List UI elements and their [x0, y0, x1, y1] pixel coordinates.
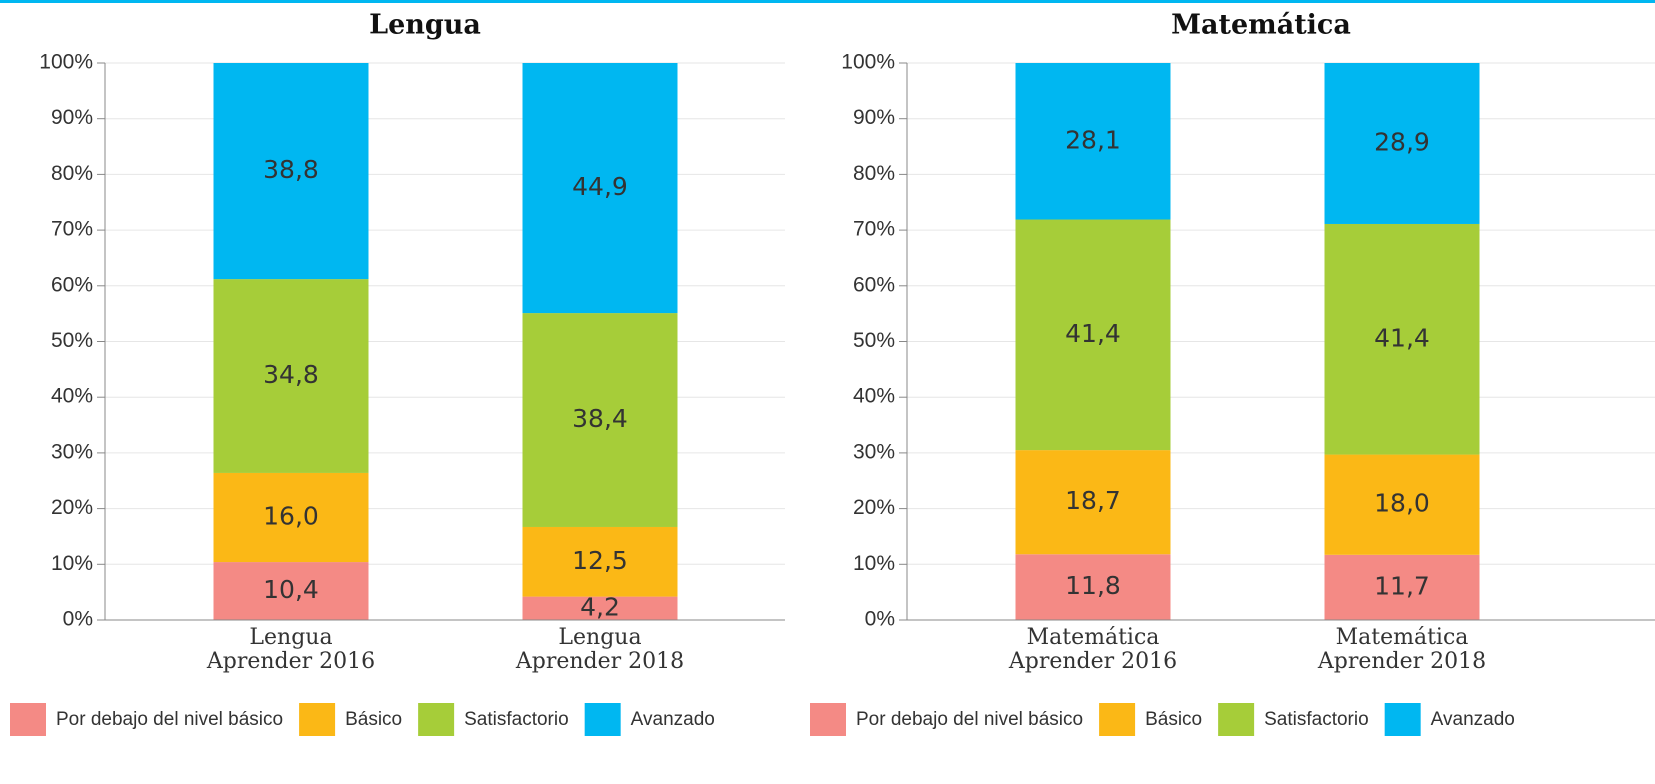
value-label: 11,7 [1374, 571, 1430, 600]
legend-label: Básico [1145, 709, 1202, 730]
legend-swatch [10, 703, 46, 736]
y-tick-label: 10% [853, 552, 895, 575]
y-tick-label: 20% [853, 496, 895, 519]
value-label: 44,9 [572, 172, 628, 201]
value-label: 12,5 [572, 546, 628, 575]
bar-segment [1324, 554, 1480, 620]
bar-segment [522, 596, 678, 620]
y-tick-label: 20% [51, 496, 93, 519]
bar-segment [1015, 450, 1171, 555]
y-tick-label: 70% [51, 218, 93, 241]
x-tick-label: Aprender 2016 [206, 649, 375, 674]
legend-label: Básico [345, 709, 402, 730]
x-tick-label: Aprender 2018 [515, 649, 684, 674]
value-label: 4,2 [580, 592, 620, 621]
bar-segment [213, 63, 369, 280]
bar-segment [522, 63, 678, 314]
bar-segment [1015, 554, 1171, 620]
legend-swatch [810, 703, 846, 736]
y-tick-label: 0% [63, 608, 93, 631]
legend-swatch [1218, 703, 1255, 736]
y-tick-label: 80% [51, 162, 93, 185]
legend-label: Por debajo del nivel básico [856, 709, 1083, 730]
x-tick-label: Matemática [1027, 625, 1160, 650]
bar-segment [1015, 63, 1171, 220]
y-tick-label: 0% [865, 608, 895, 631]
bar-segment [522, 313, 678, 527]
value-label: 34,8 [263, 360, 319, 389]
bar-segment [213, 562, 369, 620]
legend-label: Satisfactorio [464, 709, 569, 730]
y-tick-label: 40% [853, 385, 895, 408]
y-tick-label: 90% [51, 106, 93, 129]
value-label: 18,0 [1374, 489, 1430, 518]
bar-segment [1015, 219, 1171, 451]
legend-swatch [299, 703, 336, 736]
legend-swatch [418, 703, 455, 736]
y-tick-label: 60% [51, 273, 93, 296]
y-tick-label: 90% [853, 106, 895, 129]
bar-segment [213, 279, 369, 473]
legend-label: Satisfactorio [1264, 709, 1369, 730]
value-label: 38,8 [263, 155, 319, 184]
x-tick-label: Matemática [1336, 625, 1469, 650]
y-tick-label: 100% [39, 51, 93, 74]
x-tick-label: Aprender 2018 [1317, 649, 1486, 674]
y-tick-label: 30% [51, 440, 93, 463]
legend-label: Por debajo del nivel básico [56, 709, 283, 730]
value-label: 18,7 [1065, 486, 1121, 515]
legend-label: Avanzado [1431, 709, 1515, 730]
bar-segment [522, 526, 678, 597]
y-tick-label: 50% [853, 329, 895, 352]
y-tick-label: 80% [853, 162, 895, 185]
y-tick-label: 100% [841, 51, 895, 74]
top-rule [0, 0, 1655, 3]
bar-segment [1324, 223, 1480, 455]
x-tick-label: Lengua [249, 625, 332, 650]
y-tick-label: 60% [853, 273, 895, 296]
legend-swatch [1384, 703, 1421, 736]
x-tick-label: Aprender 2016 [1008, 649, 1177, 674]
y-tick-label: 50% [51, 329, 93, 352]
value-label: 16,0 [263, 502, 319, 531]
chart-title: Matemática [1171, 10, 1351, 41]
y-tick-label: 30% [853, 440, 895, 463]
chart-title: Lengua [369, 10, 481, 41]
value-label: 38,4 [572, 404, 628, 433]
y-tick-label: 40% [51, 385, 93, 408]
legend-swatch [584, 703, 621, 736]
value-label: 28,9 [1374, 127, 1430, 156]
x-tick-label: Lengua [558, 625, 641, 650]
y-tick-label: 70% [853, 218, 895, 241]
value-label: 11,8 [1065, 571, 1121, 600]
value-label: 10,4 [263, 575, 319, 604]
bar-segment [1324, 63, 1480, 224]
value-label: 28,1 [1065, 125, 1121, 154]
bar-segment [1324, 454, 1480, 555]
value-label: 41,4 [1374, 323, 1430, 352]
bar-segment [213, 472, 369, 563]
legend-swatch [1099, 703, 1136, 736]
y-tick-label: 10% [51, 552, 93, 575]
value-label: 41,4 [1065, 319, 1121, 348]
legend-label: Avanzado [631, 709, 715, 730]
